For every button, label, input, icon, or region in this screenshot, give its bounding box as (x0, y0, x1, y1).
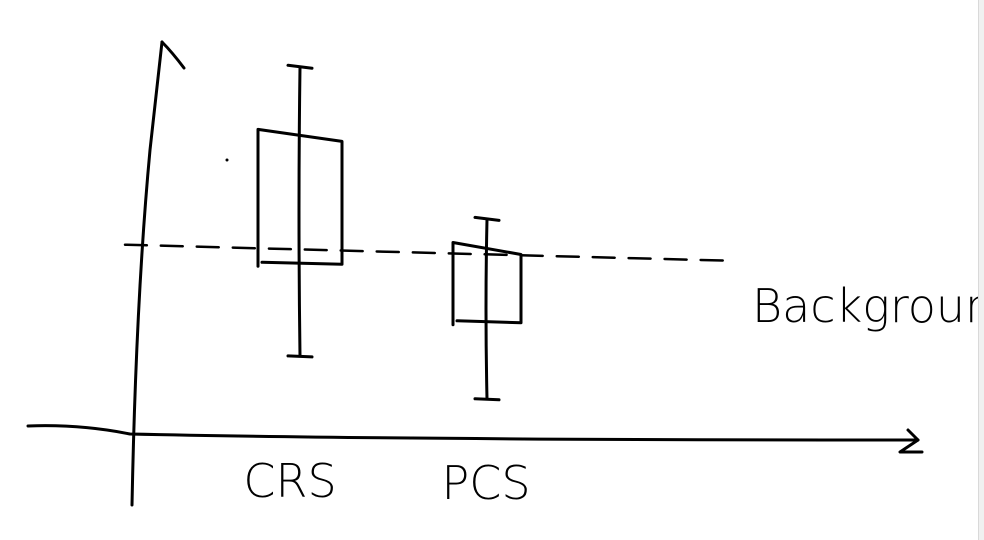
x-axis-arrowhead (898, 428, 924, 454)
y-axis (130, 40, 164, 507)
whisker-cap-low-crs (286, 354, 314, 359)
whisker-cap-low-pcs (473, 397, 501, 402)
category-label-pcs: PCS (441, 456, 530, 510)
box-crs (256, 127, 344, 268)
reference-line-0 (123, 243, 732, 262)
ink-dot (225, 158, 229, 162)
whisker-crs (297, 65, 302, 358)
reference-line-label: Background (752, 279, 978, 333)
whisker-cap-high-crs (286, 63, 314, 70)
right-edge-strip (978, 0, 984, 540)
category-label-crs: CRS (243, 454, 336, 508)
whisker-pcs (484, 217, 489, 401)
x-axis (26, 424, 920, 442)
y-axis-arrowhead (160, 40, 186, 70)
whisker-cap-high-pcs (473, 215, 501, 222)
box-pcs (451, 241, 523, 327)
